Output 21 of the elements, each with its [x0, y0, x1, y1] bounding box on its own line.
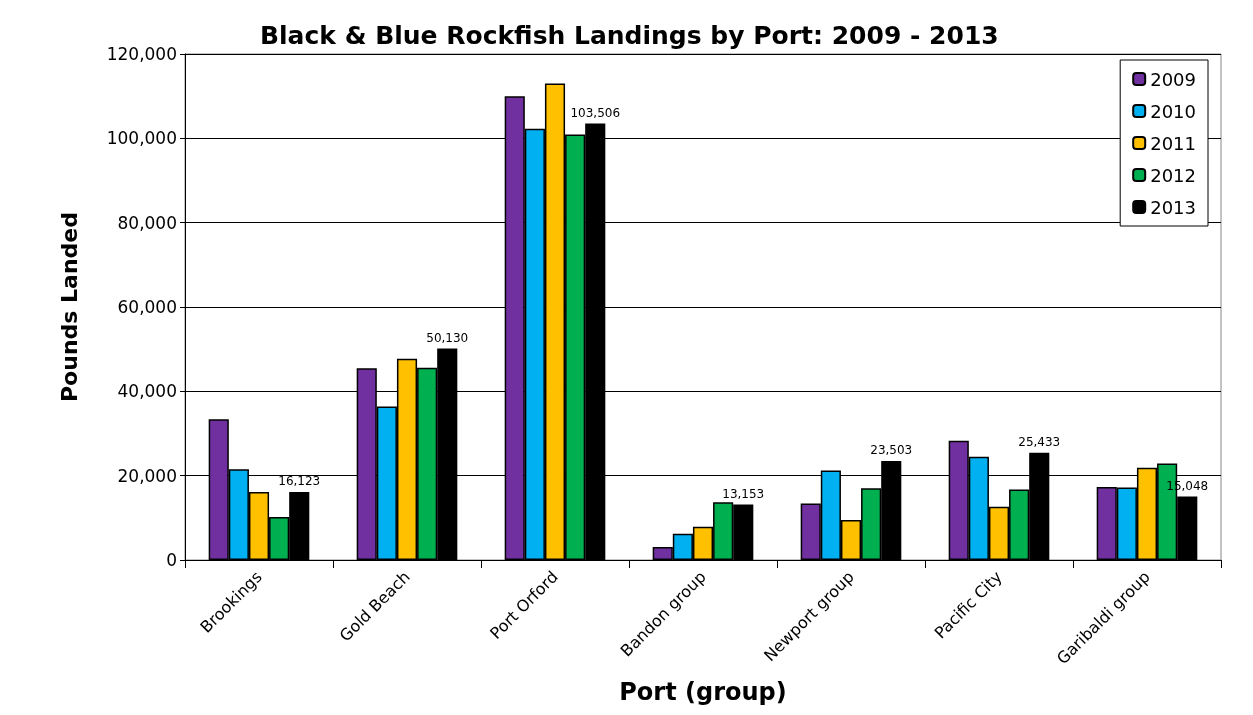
- data-label: 23,503: [870, 442, 913, 457]
- data-label: 103,506: [570, 105, 621, 120]
- data-label: 50,130: [426, 330, 469, 345]
- legend-label: 2009: [1150, 68, 1196, 90]
- y-tick-label: 60,000: [117, 297, 177, 317]
- legend-label: 2010: [1150, 100, 1196, 122]
- y-tick-label: 120,000: [106, 44, 177, 64]
- y-tick-label: 0: [166, 550, 177, 570]
- x-axis-title: Port (group): [619, 678, 787, 706]
- data-label: 25,433: [1018, 434, 1061, 449]
- y-axis-title: Pounds Landed: [56, 211, 82, 403]
- legend-label: 2013: [1150, 196, 1196, 218]
- y-tick-label: 80,000: [117, 212, 177, 233]
- legend-label: 2012: [1150, 164, 1196, 186]
- chart-title: Black & Blue Rockfish Landings by Port: 2009 - 2013: [260, 21, 999, 50]
- y-tick-label: 20,000: [117, 465, 177, 486]
- data-label: 16,123: [278, 474, 321, 489]
- y-tick-label: 40,000: [117, 381, 177, 402]
- data-label: 13,153: [722, 486, 765, 501]
- legend-label: 2011: [1150, 132, 1196, 154]
- y-tick-label: 100,000: [106, 128, 177, 149]
